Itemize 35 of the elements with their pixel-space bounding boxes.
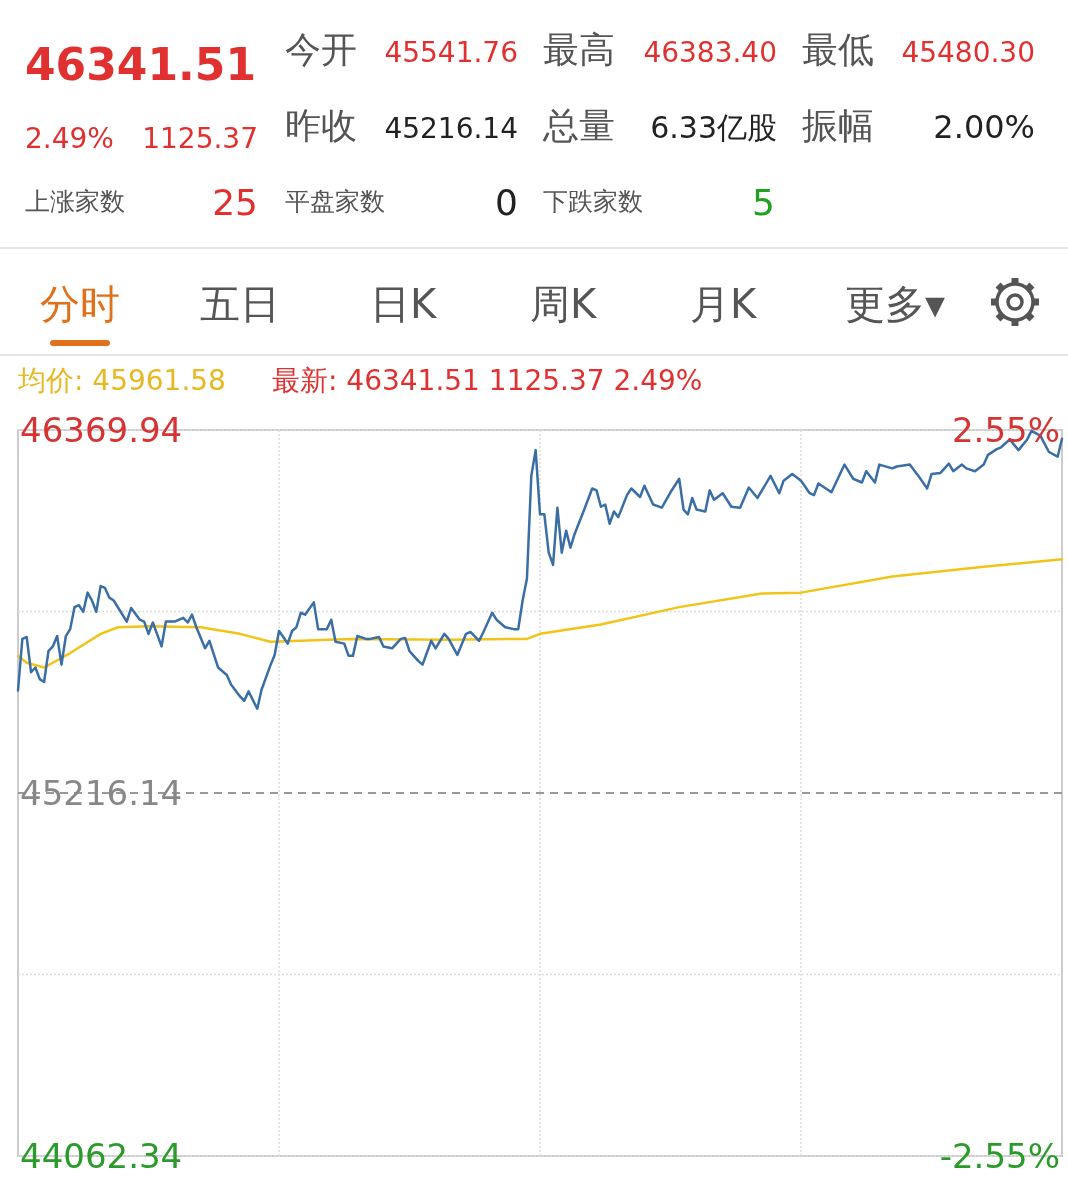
y-tick-label: 45216.14 — [20, 773, 183, 813]
text: 45216.14 — [384, 112, 518, 145]
text: 分时 — [40, 281, 120, 327]
text: 今开 — [285, 29, 357, 70]
text: 最新: 46341.51 1125.37 2.49% — [272, 364, 703, 397]
line-series — [16, 558, 1064, 669]
text: 0 — [495, 182, 518, 223]
text: 最低 — [802, 29, 874, 70]
text: 平盘家数 — [285, 187, 385, 216]
text: 更多▾ — [844, 281, 946, 327]
text: 最高 — [543, 29, 615, 70]
text: 1125.37 — [142, 122, 258, 155]
text: 下跌家数 — [543, 187, 643, 216]
text: 周K — [529, 281, 598, 327]
text: 25 — [212, 182, 258, 223]
y2-tick-label: -2.55% — [939, 1136, 1060, 1176]
text: 2.49% — [25, 122, 114, 155]
text: 46383.40 — [643, 36, 777, 69]
text: 45541.76 — [384, 36, 518, 69]
text: 五日 — [200, 281, 280, 327]
text: 5 — [752, 182, 775, 223]
text: 45480.30 — [901, 36, 1035, 69]
y2-tick-label: 2.55% — [951, 410, 1060, 450]
text: 总量 — [542, 105, 615, 146]
text: 日K — [369, 281, 438, 327]
text: 月K — [689, 281, 758, 327]
text: 昨收 — [285, 105, 357, 146]
text: 振幅 — [802, 105, 874, 146]
y-tick-label: 44062.34 — [20, 1136, 183, 1176]
y-tick-label: 46369.94 — [20, 410, 183, 450]
text: 上涨家数 — [25, 187, 125, 216]
text: 6.33亿股 — [650, 110, 777, 145]
text: 均价: 45961.58 — [17, 364, 226, 397]
text: 46341.51 — [25, 39, 257, 90]
text: 2.00% — [933, 108, 1035, 146]
